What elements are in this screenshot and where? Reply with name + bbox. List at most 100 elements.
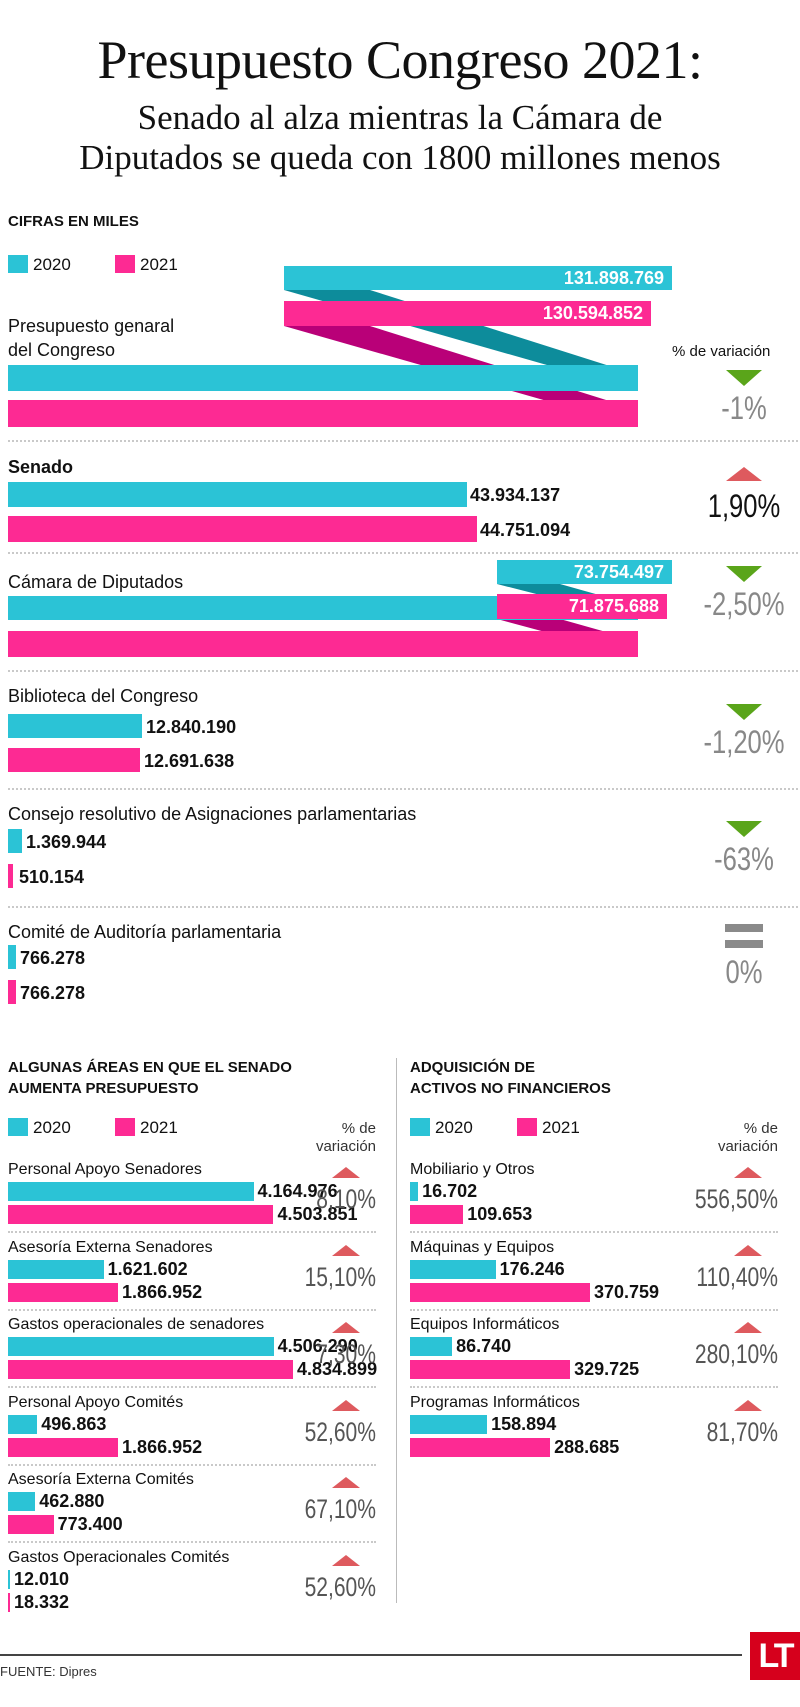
bar-2020 [8,1492,36,1511]
value-biblioteca-2020: 12.840.190 [146,717,237,737]
value-2020: 4.506.290 [277,1336,358,1356]
trend-up-icon [734,1322,762,1333]
row-label: Personal Apoyo Senadores [8,1161,202,1178]
row-label: Gastos operacionales de senadores [8,1316,265,1333]
value-2020: 4.164.976 [257,1181,338,1201]
row-label-comite: Comité de Auditoría parlamentaria [8,922,282,942]
bar-2021 [8,1282,119,1302]
section-heading: CIFRAS EN MILES [8,213,139,230]
bar-2021 [410,1360,571,1379]
variation-label-2: variación [315,1138,376,1155]
bar-2020 [8,1337,274,1356]
divider [8,440,798,442]
value-2021: 4.503.851 [277,1204,358,1224]
bar-comite-2020 [8,945,16,969]
row-label: Equipos Informáticos [410,1316,560,1333]
value-camara-2021: 71.875.688 [568,596,659,616]
value-2020: 462.880 [39,1491,105,1511]
value-congreso-2021: 130.594.852 [542,303,643,323]
divider [8,788,798,790]
variation-label-1: % de [341,1120,376,1137]
divider [410,1386,778,1388]
bar-senado-2020 [8,482,467,507]
trend-up-icon [332,1554,360,1566]
bar-consejo-2021 [8,864,13,888]
legend-label-2021: 2021 [542,1118,580,1137]
row-label: Asesoría Externa Senadores [8,1238,213,1256]
value-2021: 4.834.899 [297,1359,378,1379]
pct-camara: -2,50% [703,586,785,622]
footer-rule [0,1654,742,1656]
value-2020: 12.010 [14,1568,70,1589]
bar-2020 [410,1259,496,1279]
bar-comite-2021 [8,980,16,1004]
legend-swatch-2021 [115,1118,135,1136]
row-label-consejo: Consejo resolutivo de Asignaciones parla… [8,804,417,824]
pct-variation: 81,70% [706,1416,778,1447]
bar-2021 [410,1437,551,1457]
divider [8,1541,376,1543]
bar-2020 [410,1337,453,1356]
variation-label: % de variación [700,1120,778,1156]
bar-biblioteca-2021 [8,748,140,772]
bar-congreso-2021-base [8,400,638,427]
variation-label: % de variación [672,343,771,360]
pct-variation: 8,10% [316,1184,376,1214]
variation-label-1: % de [743,1120,778,1137]
pct-variation: 280,10% [694,1339,778,1369]
bar-senado-2021 [8,516,477,542]
bar-camara-2021: 71.875.688 [497,594,667,619]
pct-variation: 556,50% [694,1184,778,1214]
row-label: Máquinas y Equipos [410,1238,555,1256]
value-2021: 288.685 [554,1436,620,1457]
row-label: Asesoría Externa Comités [8,1471,194,1488]
legend-swatch-2021 [517,1118,537,1136]
row-label-congreso-2: del Congreso [8,340,116,360]
lt-logo: LT [750,1632,800,1680]
bar-biblioteca-2020 [8,714,142,738]
row-label-senado: Senado [8,457,74,477]
divider [410,1231,778,1233]
value-2021: 1.866.952 [122,1281,203,1302]
trend-down-icon [726,821,762,837]
legend-label-2020: 2020 [33,1118,71,1137]
bar-congreso-2021: 130.594.852 [284,301,651,326]
pct-variation: 67,10% [304,1494,376,1524]
pct-senado: 1,90% [707,488,781,524]
bar-2021 [8,1360,293,1379]
trend-down-icon [726,566,762,582]
divider [8,1308,376,1311]
bar-2020 [410,1414,488,1434]
value-2021: 109.653 [467,1204,533,1224]
pct-variation: 52,60% [304,1416,376,1447]
pct-variation: 52,60% [304,1571,376,1602]
trend-down-icon [726,370,762,386]
legend-label-2021: 2021 [140,255,178,274]
divider [410,1308,778,1311]
value-2020: 158.894 [491,1413,557,1434]
divider [8,906,798,908]
bar-2020 [8,1569,10,1589]
bar-2021 [410,1282,590,1302]
row-label-congreso-1: Presupuesto genaral [8,316,175,336]
bar-congreso-2020-base [8,365,638,391]
column-divider [396,1058,397,1603]
bar-2020 [8,1259,104,1279]
pct-biblioteca: -1,20% [703,724,785,760]
legend-label-2020: 2020 [33,255,71,274]
legend-swatch-2020 [8,255,28,273]
value-2021: 773.400 [57,1514,123,1534]
value-senado-2021: 44.751.094 [480,520,571,540]
bar-2021 [8,1437,119,1457]
activos-heading-1: ADQUISICIÓN DE [410,1059,536,1076]
bar-congreso-2020: 131.898.769 [284,266,672,290]
equal-icon-bottom [725,940,763,948]
bar-2020 [410,1182,419,1201]
trend-up-icon [734,1399,762,1411]
value-2020: 86.740 [456,1336,512,1356]
legend-swatch-2020 [8,1118,28,1136]
value-2020: 16.702 [422,1181,478,1201]
equal-icon-top [725,924,763,932]
trend-up-icon [332,1244,360,1256]
value-senado-2020: 43.934.137 [470,485,561,505]
